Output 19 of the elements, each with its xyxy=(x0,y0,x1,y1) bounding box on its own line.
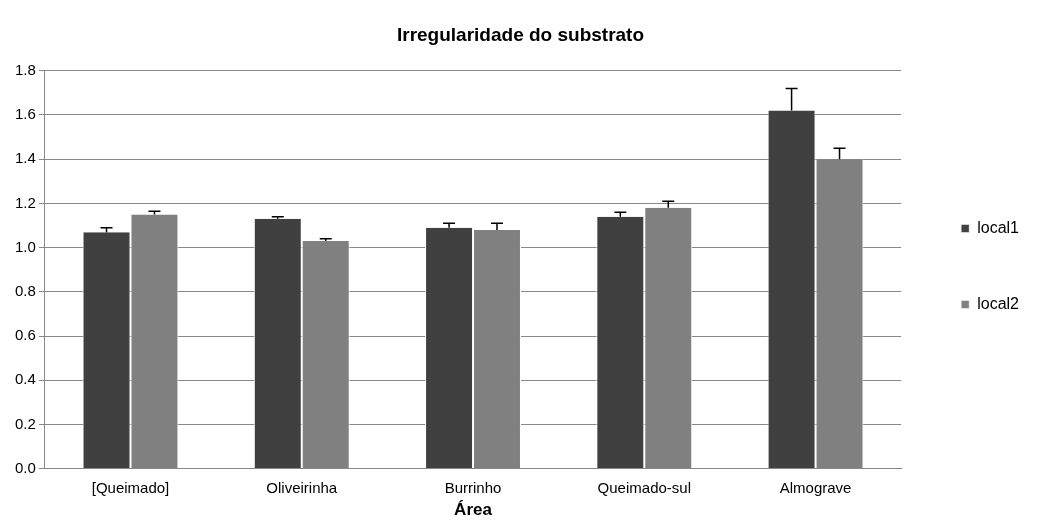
y-tick-label: 0.6 xyxy=(14,326,36,344)
chart-title: Irregularidade do substrato xyxy=(396,23,645,45)
y-tick-label: 0.4 xyxy=(14,370,36,388)
y-tick-label: 1.2 xyxy=(14,193,36,211)
x-tick-label: Almograve xyxy=(779,478,852,496)
x-tick-label: Queimado-sul xyxy=(597,478,691,496)
y-tick-label: 1.0 xyxy=(14,237,36,255)
y-tick-label: 0.2 xyxy=(14,414,36,432)
y-tick-label: 1.4 xyxy=(14,149,36,167)
x-tick-label: Oliveirinha xyxy=(266,478,338,496)
legend-label: local2 xyxy=(977,294,1020,312)
y-tick-label: 0.0 xyxy=(14,458,36,476)
x-tick-label: Burrinho xyxy=(444,478,502,496)
y-tick-label: 1.6 xyxy=(14,105,36,123)
legend-label: local1 xyxy=(977,218,1020,236)
x-tick-label: [Queimado] xyxy=(91,478,170,496)
x-axis-title: Área xyxy=(454,500,493,520)
y-tick-label: 0.8 xyxy=(14,281,36,299)
y-tick-label: 1.8 xyxy=(14,60,36,78)
